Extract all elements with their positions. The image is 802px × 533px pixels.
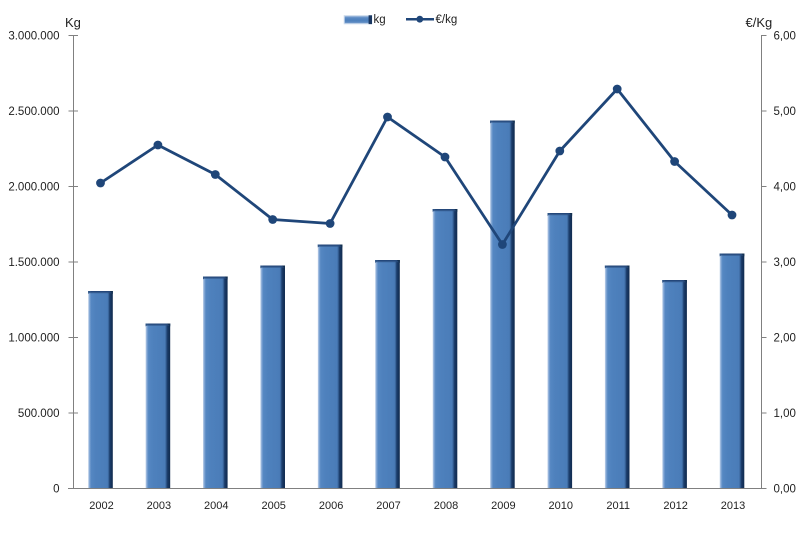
svg-text:5,00: 5,00	[774, 106, 796, 118]
svg-text:2.500.000: 2.500.000	[8, 106, 59, 118]
svg-text:€/kg: €/kg	[436, 14, 458, 26]
svg-text:1.000.000: 1.000.000	[8, 333, 59, 345]
svg-text:2007: 2007	[376, 500, 400, 512]
svg-text:2004: 2004	[204, 500, 228, 512]
svg-text:2009: 2009	[491, 500, 515, 512]
svg-text:2.000.000: 2.000.000	[8, 182, 59, 194]
svg-text:2002: 2002	[89, 500, 113, 512]
svg-text:2006: 2006	[319, 500, 343, 512]
svg-text:2003: 2003	[147, 500, 171, 512]
svg-text:4,00: 4,00	[774, 182, 796, 194]
svg-text:2008: 2008	[434, 500, 458, 512]
svg-text:6,00: 6,00	[774, 31, 796, 43]
svg-text:2005: 2005	[261, 500, 285, 512]
svg-text:2013: 2013	[721, 500, 745, 512]
svg-text:2012: 2012	[663, 500, 687, 512]
svg-text:0: 0	[53, 484, 59, 496]
svg-text:€/Kg: €/Kg	[746, 15, 773, 30]
svg-text:3.000.000: 3.000.000	[8, 31, 59, 43]
svg-text:1.500.000: 1.500.000	[8, 257, 59, 269]
svg-text:3,00: 3,00	[774, 257, 796, 269]
svg-text:2,00: 2,00	[774, 333, 796, 345]
svg-text:500.000: 500.000	[18, 408, 60, 420]
svg-text:0,00: 0,00	[774, 484, 796, 496]
svg-text:1,00: 1,00	[774, 408, 796, 420]
svg-text:2011: 2011	[606, 500, 630, 512]
svg-text:Kg: Kg	[65, 15, 81, 30]
svg-text:kg: kg	[374, 14, 386, 26]
svg-text:2010: 2010	[549, 500, 573, 512]
